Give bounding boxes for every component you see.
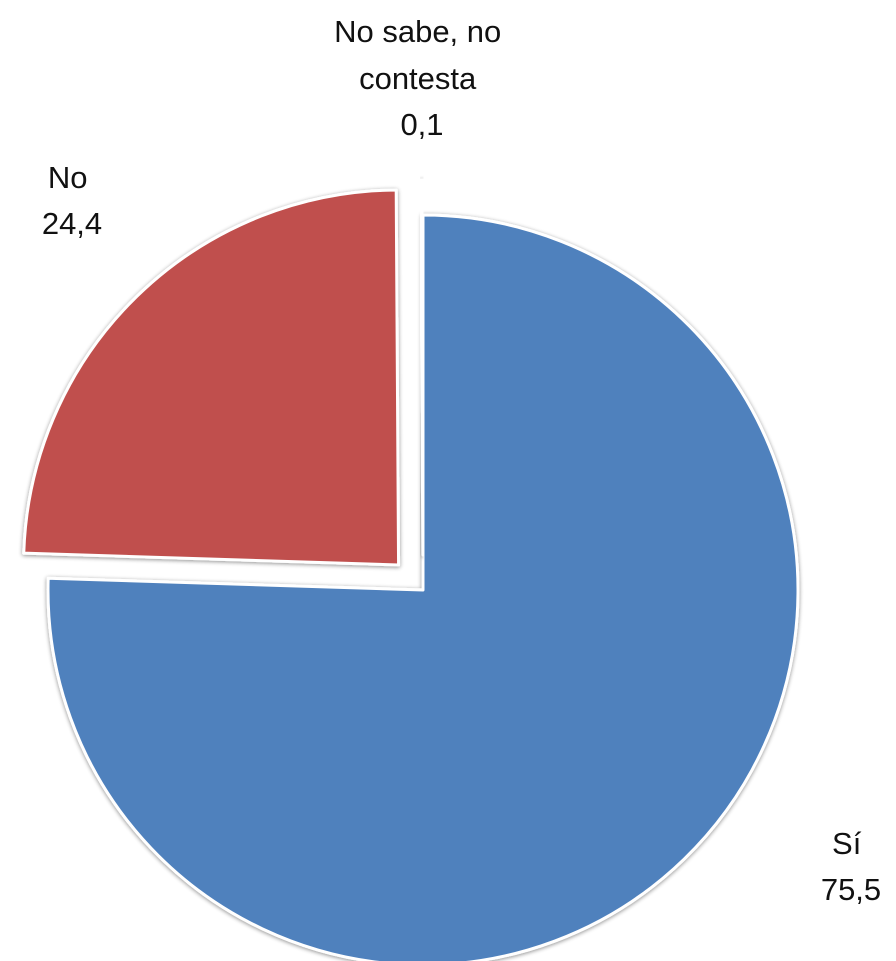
slice-label-si-name: Sí: [832, 826, 862, 861]
slice-value-no-sabe: 0,1: [400, 107, 443, 142]
pie-slice-si: [46, 213, 800, 961]
slice-label-no-sabe-line2: contesta: [359, 61, 477, 96]
slice-label-no: No 24,4: [42, 160, 102, 241]
pie-slice-no-sabe-no-contesta: [419, 178, 425, 557]
slice-label-no-name: No: [48, 160, 88, 195]
pie-slices: [22, 178, 800, 961]
slice-value-si: 75,5: [821, 872, 881, 907]
slice-label-no-sabe: No sabe, no contesta 0,1: [334, 14, 510, 142]
slice-value-no: 24,4: [42, 206, 102, 241]
slice-label-si: Sí 75,5: [821, 826, 881, 907]
pie-slice-no: [22, 188, 401, 567]
slice-label-no-sabe-line1: No sabe, no: [334, 14, 501, 49]
